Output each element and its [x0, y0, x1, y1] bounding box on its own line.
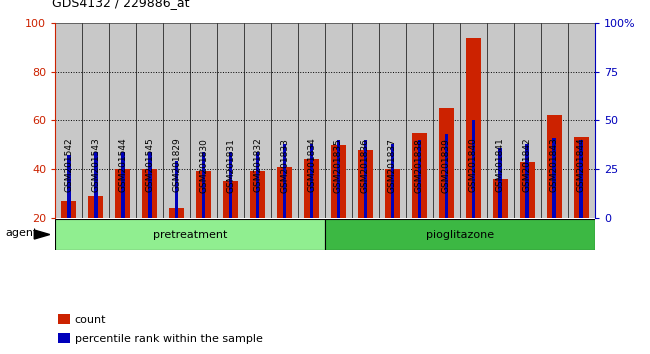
Bar [487, 23, 514, 218]
Bar [217, 23, 244, 218]
Bar [471, 120, 475, 218]
Bar [88, 196, 103, 218]
Bar [574, 137, 589, 218]
Text: GSM201832: GSM201832 [253, 138, 262, 193]
Bar [493, 179, 508, 218]
Bar [445, 134, 448, 218]
Polygon shape [34, 230, 50, 239]
Bar [309, 144, 313, 218]
Bar [385, 169, 400, 218]
Bar [466, 38, 481, 218]
Bar [541, 23, 568, 218]
Bar [175, 161, 179, 218]
Bar [142, 169, 157, 218]
Bar [202, 152, 205, 218]
Text: GSM201830: GSM201830 [199, 138, 208, 193]
Bar [406, 23, 433, 218]
Bar [82, 23, 109, 218]
Bar [61, 201, 76, 218]
Bar [337, 140, 341, 218]
Text: GSM201831: GSM201831 [226, 138, 235, 193]
Bar [520, 162, 535, 218]
Text: GSM201841: GSM201841 [496, 138, 505, 193]
Bar [58, 314, 70, 324]
Bar [271, 23, 298, 218]
Bar [136, 23, 163, 218]
Text: GSM201834: GSM201834 [307, 138, 316, 193]
Bar [121, 152, 125, 218]
Text: GSM201835: GSM201835 [334, 138, 343, 193]
Text: GSM201837: GSM201837 [388, 138, 397, 193]
Text: GSM201544: GSM201544 [118, 138, 127, 192]
Bar [283, 144, 287, 218]
Bar [55, 23, 83, 218]
Bar [547, 115, 562, 218]
Text: GSM201838: GSM201838 [415, 138, 424, 193]
Bar [109, 23, 136, 218]
Bar [568, 23, 595, 218]
Bar [391, 144, 395, 218]
Bar [229, 152, 233, 218]
Text: GSM201839: GSM201839 [442, 138, 451, 193]
Text: GSM201844: GSM201844 [577, 138, 586, 192]
FancyBboxPatch shape [325, 219, 595, 250]
Text: GSM201833: GSM201833 [280, 138, 289, 193]
Bar [250, 171, 265, 218]
Bar [277, 167, 292, 218]
Bar [163, 23, 190, 218]
Bar [439, 108, 454, 218]
Bar [190, 23, 217, 218]
FancyBboxPatch shape [55, 219, 325, 250]
Bar [304, 159, 319, 218]
Bar [552, 138, 556, 218]
Text: GSM201545: GSM201545 [145, 138, 154, 193]
Text: GSM201843: GSM201843 [550, 138, 559, 193]
Text: pioglitazone: pioglitazone [426, 229, 494, 240]
Bar [196, 171, 211, 218]
Bar [358, 149, 373, 218]
Bar [67, 155, 71, 218]
Text: count: count [75, 315, 106, 325]
Bar [379, 23, 406, 218]
Bar [169, 208, 184, 218]
Text: percentile rank within the sample: percentile rank within the sample [75, 334, 263, 344]
Text: GDS4132 / 229886_at: GDS4132 / 229886_at [52, 0, 190, 9]
Text: GSM201542: GSM201542 [64, 138, 73, 192]
Bar [244, 23, 271, 218]
Text: GSM201829: GSM201829 [172, 138, 181, 193]
Bar [298, 23, 325, 218]
Text: GSM201842: GSM201842 [523, 138, 532, 192]
Bar [499, 148, 502, 218]
Text: GSM201840: GSM201840 [469, 138, 478, 193]
Text: GSM201543: GSM201543 [91, 138, 100, 193]
Bar [460, 23, 487, 218]
Text: pretreatment: pretreatment [153, 229, 228, 240]
Bar [255, 152, 259, 218]
Bar [115, 169, 130, 218]
Bar [579, 140, 583, 218]
Text: agent: agent [6, 228, 38, 238]
Bar [417, 140, 421, 218]
Bar [352, 23, 379, 218]
Text: GSM201836: GSM201836 [361, 138, 370, 193]
Bar [148, 152, 151, 218]
Bar [433, 23, 460, 218]
Bar [412, 132, 427, 218]
Bar [331, 145, 346, 218]
Bar [223, 181, 238, 218]
Bar [58, 333, 70, 343]
Bar [525, 144, 529, 218]
Bar [325, 23, 352, 218]
Bar [363, 140, 367, 218]
Bar [514, 23, 541, 218]
Bar [94, 152, 98, 218]
